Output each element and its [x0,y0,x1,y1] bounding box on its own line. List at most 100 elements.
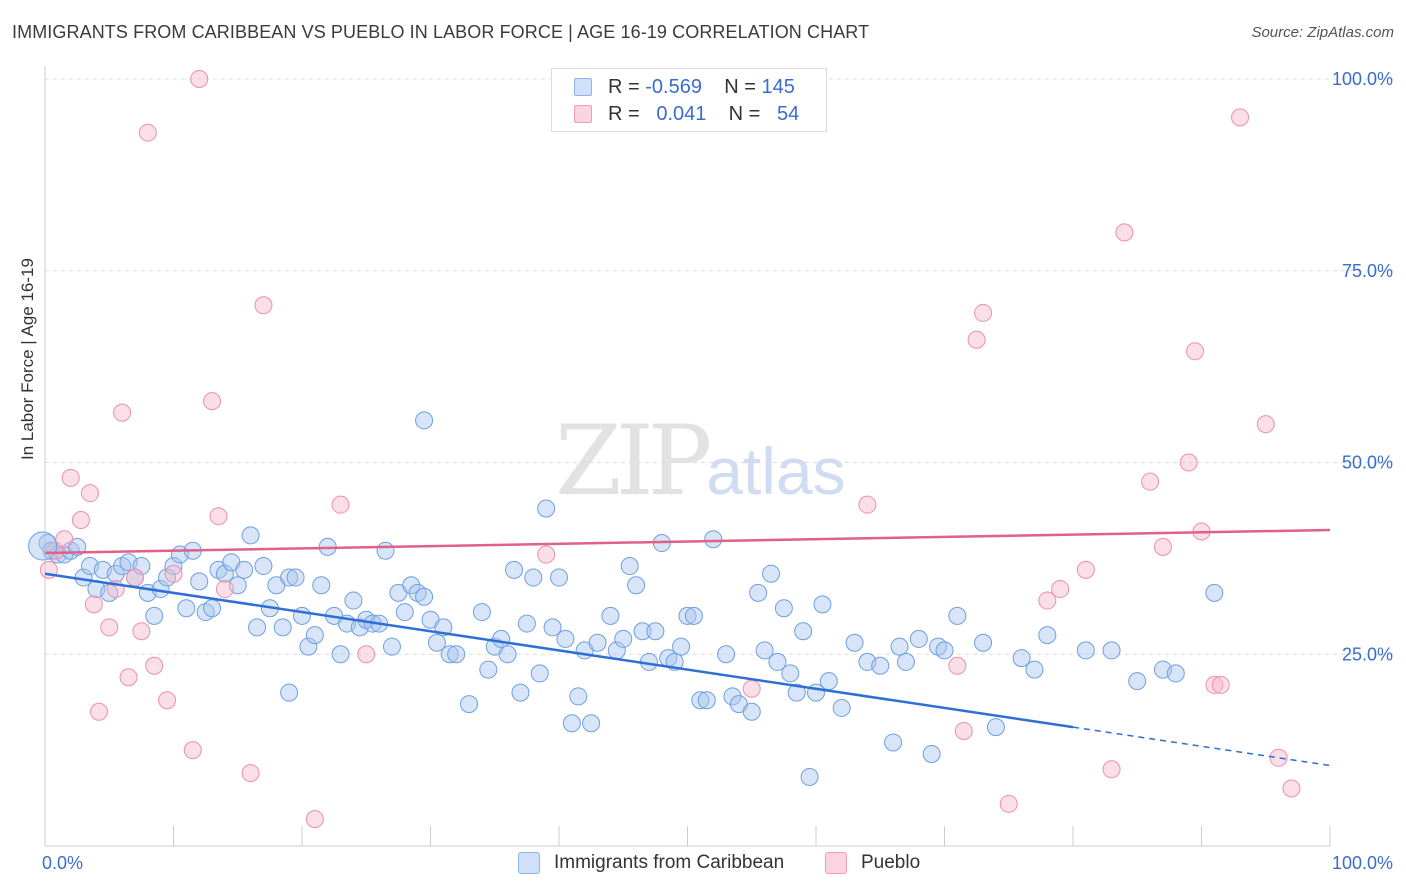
pueblo-point [61,468,80,487]
caribbean-point [537,499,556,518]
caribbean-point [1012,649,1031,668]
legend-row-caribbean: R = -0.569 N = 145 [574,75,795,99]
pueblo-point [1141,472,1160,491]
caribbean-point [280,683,299,702]
legend-r-value: -0.569 [645,75,702,98]
chart-title: IMMIGRANTS FROM CARIBBEAN VS PUEBLO IN L… [12,22,870,42]
caribbean-point [344,591,363,610]
caribbean-point [781,664,800,683]
legend-row-pueblo: R = 0.041 N = 54 [574,102,799,126]
caribbean-point [254,557,273,576]
legend-r-label: R = [608,102,640,125]
pueblo-point [1051,580,1070,599]
caribbean-point [395,603,414,622]
pueblo-point [305,810,324,829]
pueblo-point [1186,342,1205,361]
caribbean-point [517,614,536,633]
legend-n-value: 145 [761,75,795,98]
caribbean-point [620,557,639,576]
y-tick-label: 50.0% [1342,453,1393,473]
caribbean-point [511,683,530,702]
pueblo-point [209,507,228,526]
pueblo-point [742,679,761,698]
caribbean-point [800,767,819,786]
caribbean-point [717,645,736,664]
caribbean-point [582,714,601,733]
caribbean-point [248,618,267,637]
pueblo-point [119,668,138,687]
pueblo-point [1038,591,1057,610]
caribbean-point [273,618,292,637]
pueblo-point [954,721,973,740]
caribbean-point [145,606,164,625]
correlation-legend: R = -0.569 N = 145 R = 0.041 N = 54 [551,68,827,132]
caribbean-point [672,637,691,656]
caribbean-point [382,637,401,656]
caribbean-point [177,599,196,618]
caribbean-point [530,664,549,683]
pueblo-point [357,645,376,664]
pueblo-point [203,392,222,411]
pueblo-point [84,595,103,614]
caribbean-point [896,652,915,671]
caribbean-point [871,656,890,675]
y-tick-label: 75.0% [1342,261,1393,281]
source-label: Source: ZipAtlas.com [1251,24,1394,41]
legend-swatch-caribbean [574,78,592,96]
pueblo-point [967,330,986,349]
pueblo-point [537,545,556,564]
caribbean-point [768,652,787,671]
pueblo-point [999,794,1018,813]
caribbean-point [723,687,742,706]
caribbean-point [922,744,941,763]
caribbean-point [787,683,806,702]
caribbean-point [749,583,768,602]
caribbean-point [884,733,903,752]
pueblo-point [100,618,119,637]
caribbean-point [948,606,967,625]
caribbean-point [1076,641,1095,660]
caribbean-point [762,564,781,583]
caribbean-point [447,645,466,664]
pueblo-point [1269,748,1288,767]
caribbean-point [305,626,324,645]
caribbean-point [704,530,723,549]
pueblo-point [145,656,164,675]
caribbean-point [415,411,434,430]
watermark-atlas: atlas [706,434,846,508]
caribbean-point [132,557,151,576]
caribbean-point [415,587,434,606]
legend-n-label: N = [728,102,761,125]
pueblo-point [331,495,350,514]
caribbean-point [376,541,395,560]
pueblo-point [55,530,74,549]
caribbean-point [286,568,305,587]
caribbean-point [299,637,318,656]
pueblo-point [1179,453,1198,472]
caribbean-point [1102,641,1121,660]
caribbean-point [813,595,832,614]
caribbean-point [505,560,524,579]
pueblo-point [858,495,877,514]
caribbean-point [742,702,761,721]
caribbean-point [588,633,607,652]
y-tick-label: 100.0% [1332,69,1393,89]
y-tick-label: 25.0% [1342,644,1393,664]
pueblo-point [1205,675,1224,694]
caribbean-point [627,576,646,595]
caribbean-point [935,641,954,660]
caribbean-point [28,531,58,561]
pueblo-point [80,484,99,503]
pueblo-point [215,580,234,599]
caribbean-point [440,645,459,664]
x-tick-label: 100.0% [1332,853,1393,873]
caribbean-point [524,568,543,587]
legend-n-value: 54 [777,102,800,125]
caribbean-point [614,629,633,648]
caribbean-point [492,629,511,648]
caribbean-point [986,718,1005,737]
legend-n-label: N = [724,75,756,98]
caribbean-point [241,526,260,545]
legend-r-label: R = [608,75,640,98]
